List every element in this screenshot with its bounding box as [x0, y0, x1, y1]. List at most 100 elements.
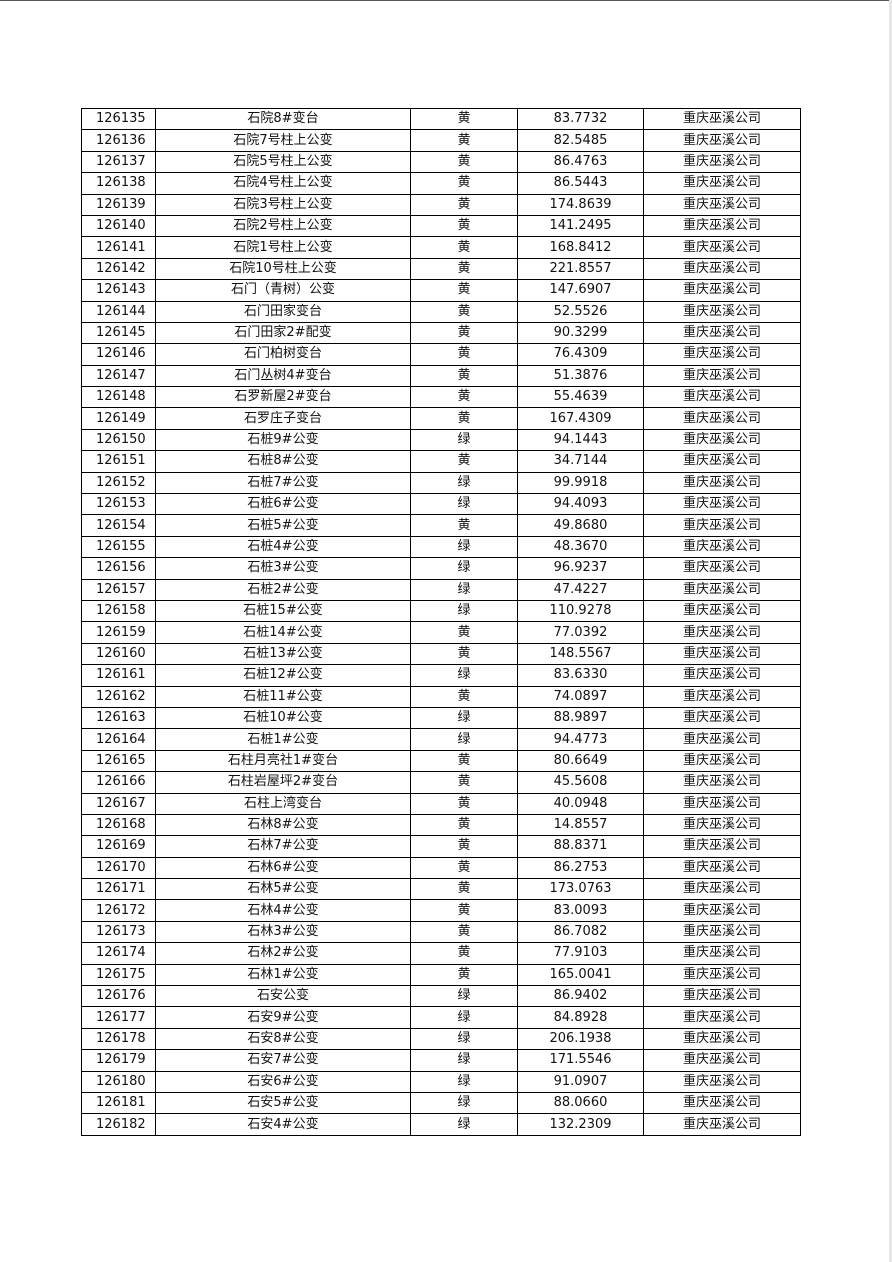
cell-id: 126160 — [81, 642, 156, 666]
cell-name: 石院2号柱上公变 — [155, 214, 411, 238]
cell-value: 88.9897 — [517, 706, 644, 730]
cell-company: 重庆巫溪公司 — [643, 364, 801, 388]
cell-value: 76.4309 — [517, 343, 644, 366]
cell-id: 126135 — [81, 107, 156, 131]
cell-status: 绿 — [410, 728, 518, 751]
cell-value: 82.5485 — [517, 129, 644, 152]
cell-name: 石院1号柱上公变 — [155, 236, 411, 259]
cell-company: 重庆巫溪公司 — [643, 129, 801, 152]
table-row: 126175 石林1#公变黄 165.0041 重庆巫溪公司 — [81, 963, 801, 987]
table-row: 126152 石桩7#公变绿 99.9918 重庆巫溪公司 — [81, 471, 801, 495]
cell-value: 148.5567 — [517, 642, 644, 666]
cell-status: 黄 — [410, 942, 518, 965]
page-right-edge — [889, 0, 892, 1262]
cell-status: 黄 — [410, 214, 518, 238]
cell-status: 黄 — [410, 749, 518, 773]
cell-company: 重庆巫溪公司 — [643, 920, 801, 944]
cell-company: 重庆巫溪公司 — [643, 557, 801, 580]
cell-name: 石桩5#公变 — [155, 514, 411, 537]
cell-value: 47.4227 — [517, 578, 644, 601]
table-row: 126176 石安公变绿 86.9402 重庆巫溪公司 — [81, 985, 801, 1008]
cell-id: 126178 — [81, 1027, 156, 1051]
cell-name: 石桩12#公变 — [155, 664, 411, 687]
cell-value: 147.6907 — [517, 279, 644, 302]
cell-value: 88.0660 — [517, 1091, 644, 1115]
cell-name: 石桩14#公变 — [155, 621, 411, 644]
table-row: 126153 石桩6#公变绿 94.4093 重庆巫溪公司 — [81, 493, 801, 516]
cell-company: 重庆巫溪公司 — [643, 899, 801, 922]
table-row: 126164 石桩1#公变绿 94.4773 重庆巫溪公司 — [81, 728, 801, 751]
table-row: 126159 石桩14#公变黄 77.0392 重庆巫溪公司 — [81, 621, 801, 644]
cell-status: 黄 — [410, 257, 518, 281]
cell-value: 86.2753 — [517, 856, 644, 880]
cell-status: 黄 — [410, 107, 518, 131]
cell-value: 141.2495 — [517, 214, 644, 238]
cell-id: 126172 — [81, 899, 156, 922]
cell-status: 黄 — [410, 685, 518, 708]
cell-id: 126153 — [81, 493, 156, 516]
table-row: 126141 石院1号柱上公变黄 168.8412 重庆巫溪公司 — [81, 236, 801, 259]
cell-status: 绿 — [410, 493, 518, 516]
cell-company: 重庆巫溪公司 — [643, 942, 801, 965]
table-row: 126144 石门田家变台黄 52.5526 重庆巫溪公司 — [81, 300, 801, 323]
cell-status: 绿 — [410, 1027, 518, 1051]
cell-company: 重庆巫溪公司 — [643, 835, 801, 858]
cell-status: 黄 — [410, 321, 518, 345]
cell-id: 126180 — [81, 1070, 156, 1093]
cell-value: 14.8557 — [517, 813, 644, 837]
table-row: 126166 石柱岩屋坪2#变台黄 45.5608 重庆巫溪公司 — [81, 771, 801, 794]
cell-id: 126181 — [81, 1091, 156, 1115]
cell-status: 绿 — [410, 535, 518, 559]
cell-company: 重庆巫溪公司 — [643, 813, 801, 837]
cell-name: 石林6#公变 — [155, 856, 411, 880]
cell-status: 绿 — [410, 1091, 518, 1115]
cell-value: 94.4093 — [517, 493, 644, 516]
cell-company: 重庆巫溪公司 — [643, 257, 801, 281]
cell-status: 黄 — [410, 150, 518, 174]
table-row: 126146 石门柏树变台黄 76.4309 重庆巫溪公司 — [81, 343, 801, 366]
table-row: 126182 石安4#公变绿 132.2309 重庆巫溪公司 — [81, 1113, 801, 1136]
cell-value: 40.0948 — [517, 792, 644, 815]
cell-id: 126148 — [81, 386, 156, 409]
cell-status: 绿 — [410, 557, 518, 580]
cell-value: 86.4763 — [517, 150, 644, 174]
cell-value: 90.3299 — [517, 321, 644, 345]
cell-status: 黄 — [410, 813, 518, 837]
cell-value: 88.8371 — [517, 835, 644, 858]
cell-status: 黄 — [410, 856, 518, 880]
cell-status: 绿 — [410, 706, 518, 730]
cell-name: 石院8#变台 — [155, 107, 411, 131]
table-row: 126138 石院4号柱上公变黄 86.5443 重庆巫溪公司 — [81, 172, 801, 195]
cell-name: 石林7#公变 — [155, 835, 411, 858]
cell-status: 黄 — [410, 407, 518, 430]
cell-name: 石门田家2#配变 — [155, 321, 411, 345]
cell-id: 126170 — [81, 856, 156, 880]
cell-id: 126139 — [81, 193, 156, 216]
cell-status: 黄 — [410, 172, 518, 195]
cell-value: 171.5546 — [517, 1049, 644, 1072]
cell-company: 重庆巫溪公司 — [643, 1070, 801, 1093]
cell-status: 黄 — [410, 771, 518, 794]
cell-name: 石安7#公变 — [155, 1049, 411, 1072]
cell-id: 126149 — [81, 407, 156, 430]
cell-id: 126163 — [81, 706, 156, 730]
table-row: 126169 石林7#公变黄 88.8371 重庆巫溪公司 — [81, 835, 801, 858]
cell-company: 重庆巫溪公司 — [643, 407, 801, 430]
cell-name: 石桩6#公变 — [155, 493, 411, 516]
cell-name: 石安4#公变 — [155, 1113, 411, 1136]
cell-name: 石林5#公变 — [155, 878, 411, 901]
cell-status: 黄 — [410, 193, 518, 216]
cell-id: 126162 — [81, 685, 156, 708]
cell-name: 石院4号柱上公变 — [155, 172, 411, 195]
cell-id: 126150 — [81, 428, 156, 452]
cell-name: 石安8#公变 — [155, 1027, 411, 1051]
cell-id: 126137 — [81, 150, 156, 174]
cell-company: 重庆巫溪公司 — [643, 535, 801, 559]
cell-status: 绿 — [410, 1070, 518, 1093]
cell-value: 52.5526 — [517, 300, 644, 323]
cell-id: 126161 — [81, 664, 156, 687]
cell-id: 126165 — [81, 749, 156, 773]
cell-id: 126147 — [81, 364, 156, 388]
cell-id: 126145 — [81, 321, 156, 345]
cell-name: 石桩2#公变 — [155, 578, 411, 601]
